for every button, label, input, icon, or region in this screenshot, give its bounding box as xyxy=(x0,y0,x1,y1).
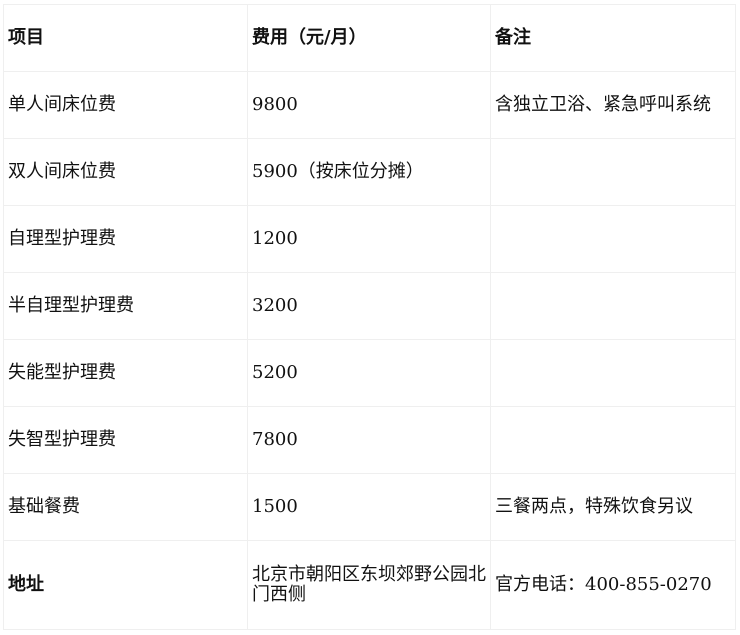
item-cell: 半自理型护理费 xyxy=(3,272,248,340)
item-cell: 失智型护理费 xyxy=(3,406,248,474)
item-cell: 失能型护理费 xyxy=(3,339,248,407)
note-cell xyxy=(490,138,736,206)
note-cell xyxy=(490,272,736,340)
table-row: 半自理型护理费 3200 xyxy=(3,272,736,340)
address-row: 地址 北京市朝阳区东坝郊野公园北门西侧 官方电话：400-855-0270 xyxy=(3,540,736,630)
table-row: 双人间床位费 5900（按床位分摊） xyxy=(3,138,736,206)
header-item: 项目 xyxy=(3,4,248,72)
table-row: 基础餐费 1500 三餐两点，特殊饮食另议 xyxy=(3,473,736,541)
cost-cell: 5900（按床位分摊） xyxy=(247,138,491,206)
table-row: 单人间床位费 9800 含独立卫浴、紧急呼叫系统 xyxy=(3,71,736,139)
header-cost: 费用（元/月） xyxy=(247,4,491,72)
table-row: 失能型护理费 5200 xyxy=(3,339,736,407)
cost-cell: 1200 xyxy=(247,205,491,273)
table-row: 失智型护理费 7800 xyxy=(3,406,736,474)
table-row: 自理型护理费 1200 xyxy=(3,205,736,273)
note-cell: 含独立卫浴、紧急呼叫系统 xyxy=(490,71,736,139)
fee-table: 项目 费用（元/月） 备注 单人间床位费 9800 含独立卫浴、紧急呼叫系统 双… xyxy=(3,4,736,630)
cost-cell: 5200 xyxy=(247,339,491,407)
address-label: 地址 xyxy=(3,540,248,630)
item-cell: 单人间床位费 xyxy=(3,71,248,139)
phone-value: 官方电话：400-855-0270 xyxy=(490,540,736,630)
item-cell: 基础餐费 xyxy=(3,473,248,541)
note-cell xyxy=(490,339,736,407)
cost-cell: 3200 xyxy=(247,272,491,340)
note-cell xyxy=(490,205,736,273)
cost-cell: 1500 xyxy=(247,473,491,541)
cost-cell: 7800 xyxy=(247,406,491,474)
note-cell: 三餐两点，特殊饮食另议 xyxy=(490,473,736,541)
cost-cell: 9800 xyxy=(247,71,491,139)
address-value: 北京市朝阳区东坝郊野公园北门西侧 xyxy=(247,540,491,630)
table-header-row: 项目 费用（元/月） 备注 xyxy=(3,4,736,72)
header-note: 备注 xyxy=(490,4,736,72)
item-cell: 双人间床位费 xyxy=(3,138,248,206)
item-cell: 自理型护理费 xyxy=(3,205,248,273)
note-cell xyxy=(490,406,736,474)
